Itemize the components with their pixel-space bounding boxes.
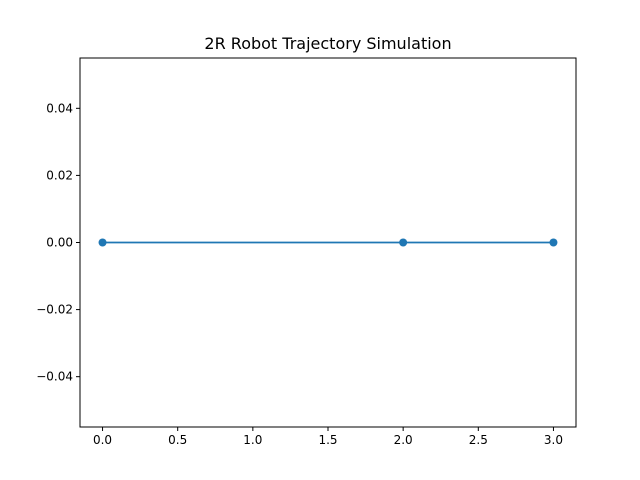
x-tick-label: 0.5	[168, 433, 187, 447]
x-tick-label: 2.5	[469, 433, 488, 447]
y-tick-label: −0.04	[36, 370, 73, 384]
chart-title: 2R Robot Trajectory Simulation	[204, 34, 451, 53]
y-tick-label: 0.04	[46, 101, 73, 115]
y-tick-label: 0.00	[46, 236, 73, 250]
plot-area: 0.0 0.5 1.0 1.5 2.0 2.5 3.0 −0.04 −0.02 0.00 0.02 0…	[36, 57, 577, 447]
data-point-marker	[549, 238, 558, 247]
x-tick-label: 1.0	[243, 433, 262, 447]
x-tick-label: 0.0	[93, 433, 112, 447]
y-tick-label: −0.02	[36, 303, 73, 317]
x-tick-label: 1.5	[318, 433, 337, 447]
x-tick-label: 2.0	[394, 433, 413, 447]
x-tick-label: 3.0	[544, 433, 563, 447]
y-tick-label: 0.02	[46, 168, 73, 182]
data-point-marker	[98, 238, 107, 247]
data-point-marker	[399, 238, 408, 247]
